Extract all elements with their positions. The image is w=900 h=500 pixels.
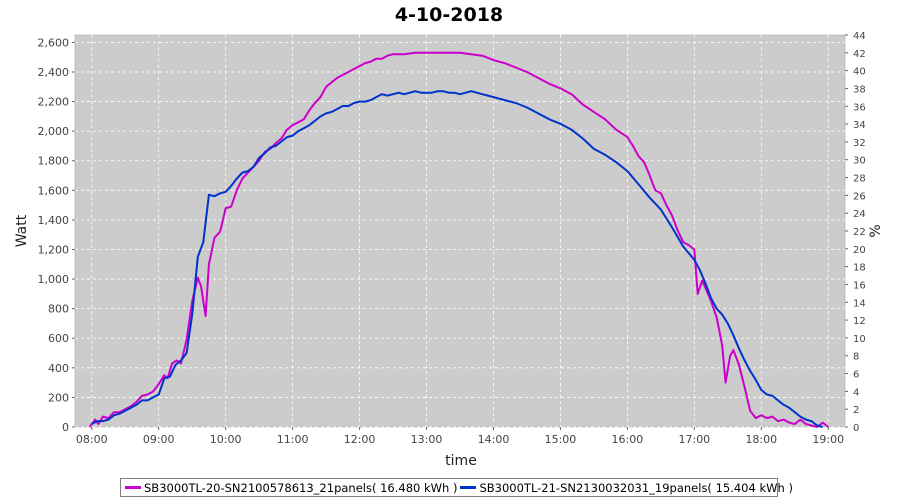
tick-label-x: 16:00: [612, 433, 644, 446]
tick-label-y: 1,200: [38, 243, 70, 256]
tick-label-y: 1,400: [38, 214, 70, 227]
tick-label-y2: 38: [853, 84, 866, 95]
series-lines: [88, 51, 829, 428]
tick-label-x: 17:00: [678, 433, 710, 446]
tick-label-y2: 32: [853, 138, 866, 149]
tick-label-y: 200: [48, 391, 69, 404]
tick-label-y2: 40: [853, 67, 866, 78]
y-axis-left: 0 200 400 600 800 1,000 1,200 1,400 1,600 1,800 2,…: [38, 36, 75, 434]
tick-label-x: 11:00: [277, 433, 309, 446]
tick-label-y2: 36: [853, 102, 866, 113]
legend: SB3000TL-20-SN2100578613_21panels( 16.48…: [120, 478, 793, 497]
tick-label-y: 2,400: [38, 66, 70, 79]
tick-label-x: 10:00: [210, 433, 242, 446]
tick-label-x: 09:00: [143, 433, 175, 446]
tick-label-y2: 14: [853, 298, 866, 309]
tick-label-y2: 44: [853, 31, 866, 42]
tick-label-x: 13:00: [411, 433, 443, 446]
tick-label-y: 800: [48, 303, 69, 316]
y-axis-label: Watt: [14, 214, 30, 247]
tick-label-x: 14:00: [478, 433, 510, 446]
tick-label-y2: 0: [853, 423, 859, 434]
tick-label-y2: 12: [853, 316, 866, 327]
grid-lines: [75, 35, 845, 428]
legend-item-series-1: SB3000TL-20-SN2100578613_21panels( 16.48…: [125, 481, 457, 495]
plot-area: [74, 34, 846, 428]
tick-label-x: 15:00: [545, 433, 577, 446]
tick-label-y: 0: [62, 421, 69, 434]
tick-label-y2: 22: [853, 227, 866, 238]
tick-label-y2: 26: [853, 191, 866, 202]
tick-label-x: 08:00: [76, 433, 108, 446]
tick-label-x: 18:00: [745, 433, 777, 446]
tick-label-y2: 30: [853, 156, 866, 167]
tick-label-y2: 6: [853, 370, 859, 381]
legend-swatch-magenta: [125, 486, 141, 489]
chart-title: 4-10-2018: [395, 4, 503, 26]
tick-label-y2: 16: [853, 280, 866, 291]
y-axis-right: 0246810121416182022242628303234363840424…: [845, 31, 866, 434]
tick-label-y: 400: [48, 362, 69, 375]
series-line-1: [88, 51, 829, 428]
tick-label-y2: 18: [853, 263, 866, 274]
tick-label-y: 2,000: [38, 125, 70, 138]
x-axis: 08:00 09:00 10:00 11:00 12:00 13:00 14:00 15:00…: [76, 427, 844, 446]
tick-label-y: 1,600: [38, 184, 70, 197]
tick-label-x: 19:00: [812, 433, 844, 446]
series-line-2: [91, 90, 823, 428]
tick-label-y: 2,600: [38, 36, 70, 49]
tick-label-y2: 8: [853, 352, 859, 363]
tick-label-y2: 28: [853, 174, 866, 185]
tick-label-y2: 34: [853, 120, 866, 131]
legend-label-series-1: SB3000TL-20-SN2100578613_21panels( 16.48…: [144, 480, 458, 495]
tick-label-y: 600: [48, 332, 69, 345]
legend-swatch-blue: [460, 486, 477, 489]
y2-axis-label: %: [868, 224, 884, 237]
tick-label-y2: 2: [853, 405, 859, 416]
x-axis-label: time: [445, 453, 477, 469]
tick-label-y: 1,800: [38, 155, 70, 168]
tick-label-y2: 4: [853, 387, 859, 398]
tick-label-y2: 20: [853, 245, 866, 256]
tick-label-y2: 42: [853, 49, 866, 60]
tick-label-y: 2,200: [38, 96, 70, 109]
tick-label-y: 1,000: [38, 273, 70, 286]
legend-label-series-2: SB3000TL-21-SN2130032031_19panels( 15.40…: [479, 480, 793, 495]
tick-label-y2: 10: [853, 334, 866, 345]
tick-label-x: 12:00: [344, 433, 376, 446]
legend-item-series-2: SB3000TL-21-SN2130032031_19panels( 15.40…: [460, 480, 793, 495]
tick-label-y2: 24: [853, 209, 866, 220]
